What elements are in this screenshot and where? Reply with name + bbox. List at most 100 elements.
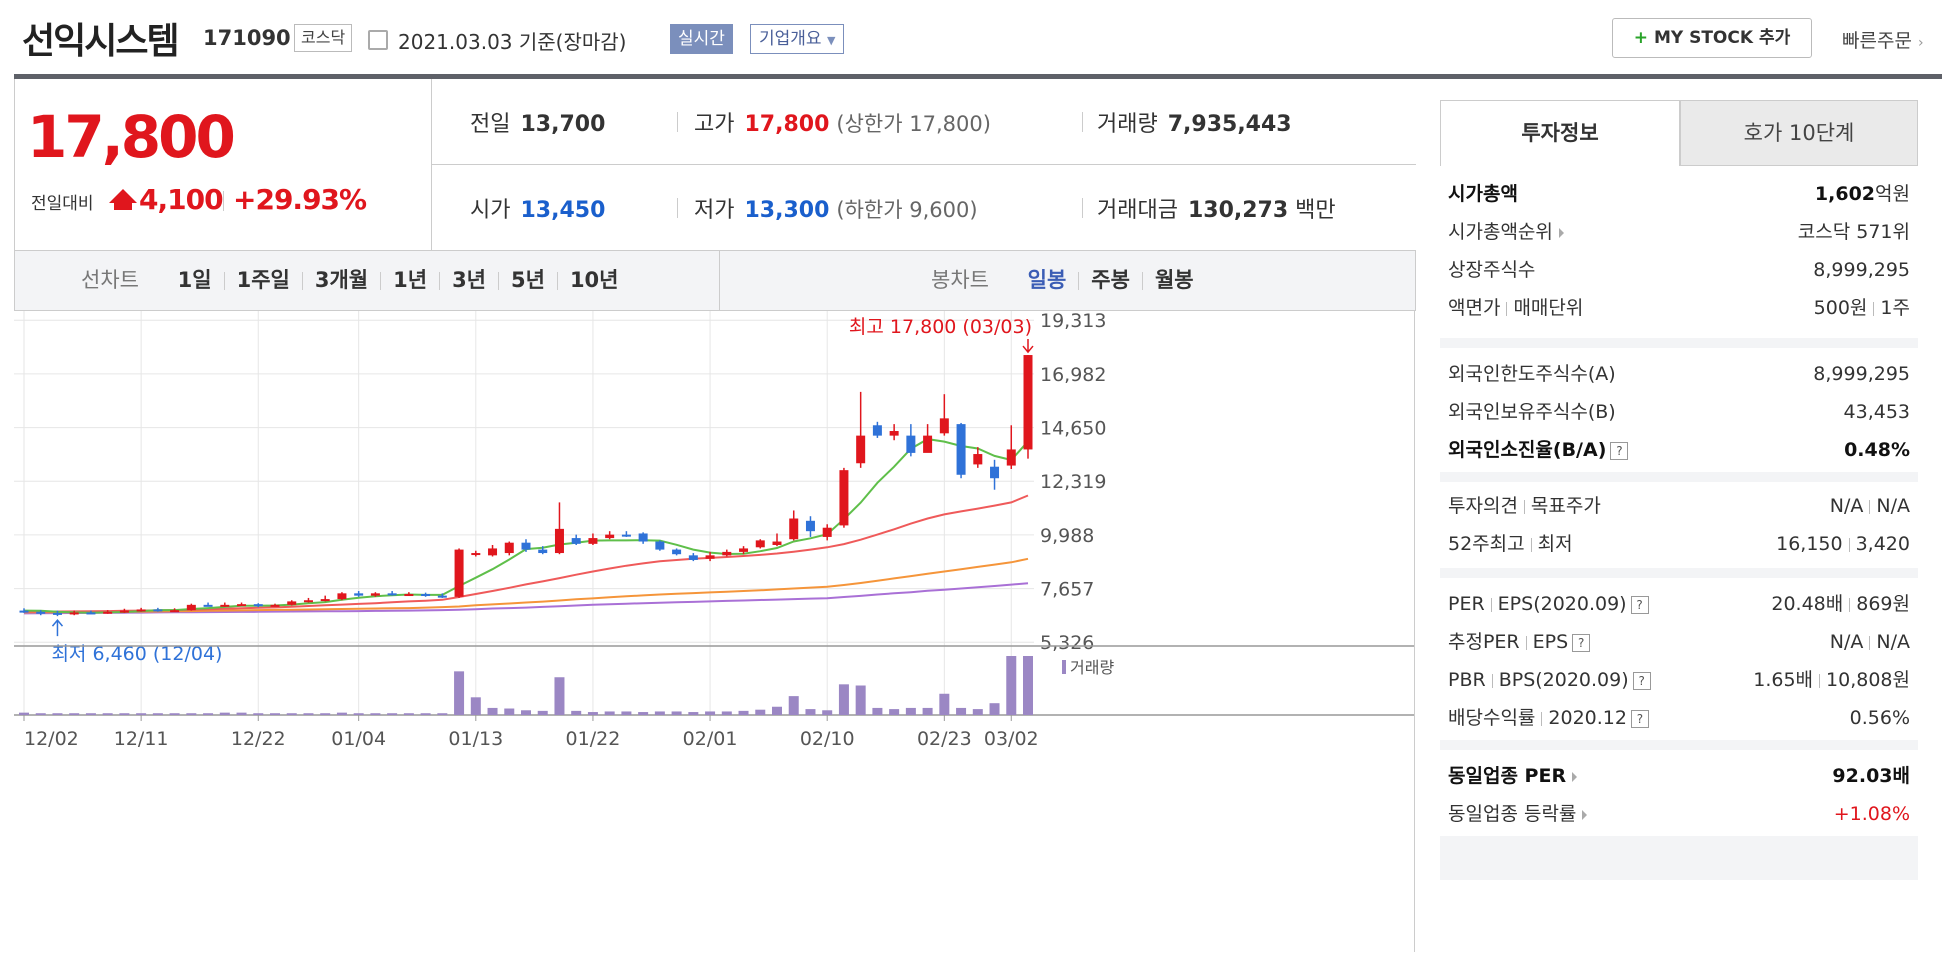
help-icon[interactable]: ? [1610, 441, 1629, 460]
market-cap-rank-row[interactable]: 시가총액순위 코스닥 571위 [1448, 221, 1910, 243]
low-arrow-icon [51, 618, 64, 637]
volume-bar [705, 711, 716, 715]
volume-bar [136, 713, 147, 715]
volume-bar [621, 711, 632, 715]
volume-bar [638, 712, 649, 715]
y-tick-label: 12,319 [1040, 471, 1106, 493]
tab-candle_items-2[interactable]: 월봉 [1154, 268, 1194, 292]
candle [404, 592, 414, 597]
candle [19, 608, 29, 613]
help-icon[interactable]: ? [1630, 709, 1649, 728]
candle [554, 502, 564, 555]
realtime-button[interactable]: 실시간 [670, 24, 733, 54]
tab-line_items-4[interactable]: 3년 [452, 268, 486, 292]
investment-info-panel: 투자정보 호가 10단계 시가총액 1,602억원 시가총액순위 코스닥 571위 … [1440, 100, 1918, 880]
candle-body [1006, 449, 1016, 466]
pbr-row: PBR BPS(2020.09)? 1.65배 10,808원 [1448, 669, 1910, 691]
candle-body [52, 612, 62, 615]
volume: 거래량 7,935,443 [1097, 112, 1292, 137]
up-arrow-icon-base [114, 203, 132, 210]
candle [103, 610, 113, 614]
tab-divider [301, 272, 303, 290]
candle-body [504, 542, 514, 554]
help-icon[interactable]: ? [1632, 671, 1651, 690]
my-stock-add-button[interactable]: + MY STOCK 추가 [1612, 18, 1812, 58]
candle [370, 592, 380, 597]
high-annotation: 최고 17,800 (03/03) [849, 316, 1032, 338]
help-icon[interactable]: ? [1572, 633, 1591, 652]
price-change: 4,100 [139, 183, 224, 216]
candle [856, 391, 866, 468]
candle-body [421, 594, 431, 597]
candle [186, 603, 196, 611]
candle-body [454, 549, 464, 597]
low-price: 저가 13,300 (하한가 9,600) [694, 198, 978, 223]
listed-shares-row: 상장주식수 8,999,295 [1448, 259, 1910, 281]
quick-order-link[interactable]: 빠른주문 › [1842, 30, 1924, 52]
line-chart-label: 선차트 [81, 268, 139, 292]
candle-body [956, 424, 966, 475]
sector-change-row[interactable]: 동일업종 등락률 +1.08% [1448, 803, 1910, 825]
candle-body [153, 609, 163, 612]
volume-bar [236, 712, 247, 715]
volume-bar [286, 713, 297, 715]
candle [688, 553, 698, 562]
help-icon[interactable]: ? [1630, 595, 1649, 614]
foreign-section: 외국인한도주식수(A) 8,999,295 외국인보유주식수(B) 43,453 외… [1440, 348, 1918, 472]
tab-candle_items-0[interactable]: 일봉 [1027, 268, 1067, 292]
volume-bar [571, 710, 582, 715]
candle [805, 516, 815, 537]
sector-per-row[interactable]: 동일업종 PER 92.03배 [1448, 765, 1910, 787]
stock-chart[interactable]: 19,31316,98214,65012,3199,9887,6575,3265… [14, 281, 1416, 952]
tab-line_items-3[interactable]: 1년 [393, 268, 428, 292]
candle [387, 591, 397, 596]
per-row: PER EPS(2020.09)? 20.48배 869원 [1448, 593, 1910, 615]
candle-body [69, 612, 79, 615]
volume-bar [52, 713, 63, 715]
candle-body [370, 593, 380, 596]
volume-bar [35, 713, 46, 715]
candle-body [488, 548, 498, 556]
candle-body [923, 435, 933, 453]
current-price-box: 17,800 전일대비 4,100 +29.93% [14, 79, 432, 251]
tab-divider [556, 272, 558, 290]
candle-body [554, 528, 564, 554]
volume-bar [989, 703, 1000, 715]
candle-body [805, 520, 815, 532]
volume-bar [320, 713, 331, 715]
candle-body [337, 593, 347, 600]
stock-name: 선익시스템 [22, 21, 180, 62]
y-tick-label: 19,313 [1040, 311, 1106, 332]
candle [136, 607, 146, 612]
volume-bar [387, 713, 398, 715]
opinion-section: 투자의견 목표주가 N/A N/A 52주최고 최저 16,150 3,420 [1440, 482, 1918, 568]
candle-body [755, 540, 765, 548]
volume-bar [905, 707, 916, 715]
tab-line_items-5[interactable]: 5년 [511, 268, 545, 292]
tab-investment-info[interactable]: 투자정보 [1440, 100, 1680, 166]
volume-bar [119, 713, 130, 715]
volume-bar [755, 709, 766, 715]
candle [69, 610, 79, 616]
volume-bar [738, 710, 749, 715]
tab-line_items-1[interactable]: 1주일 [236, 268, 290, 292]
candle-body [588, 538, 598, 544]
chart-type-tabs: 선차트 1일 1주일 3개월 1년 3년 5년 10년 봉차트 일봉 주봉 월봉 [14, 251, 1416, 311]
candle [454, 548, 464, 598]
tab-orderbook[interactable]: 호가 10단계 [1680, 100, 1918, 166]
tab-line_items-2[interactable]: 3개월 [314, 268, 369, 292]
valuation-section: PER EPS(2020.09)? 20.48배 869원 추정PER EPS? N/A N… [1440, 578, 1918, 740]
candle-body [119, 610, 129, 613]
candle-body [203, 604, 213, 607]
candle [923, 424, 933, 453]
tab-line_items-6[interactable]: 10년 [569, 268, 619, 292]
volume-bar [169, 713, 180, 715]
x-tick-label: 12/22 [231, 728, 286, 750]
candle [1023, 355, 1033, 459]
candle-body [906, 435, 916, 453]
tab-line_items-0[interactable]: 1일 [177, 268, 212, 292]
company-overview-dropdown[interactable]: 기업개요 ▼ [750, 24, 845, 54]
divider [1082, 112, 1083, 132]
tab-candle_items-1[interactable]: 주봉 [1091, 268, 1130, 292]
candle [889, 424, 899, 441]
